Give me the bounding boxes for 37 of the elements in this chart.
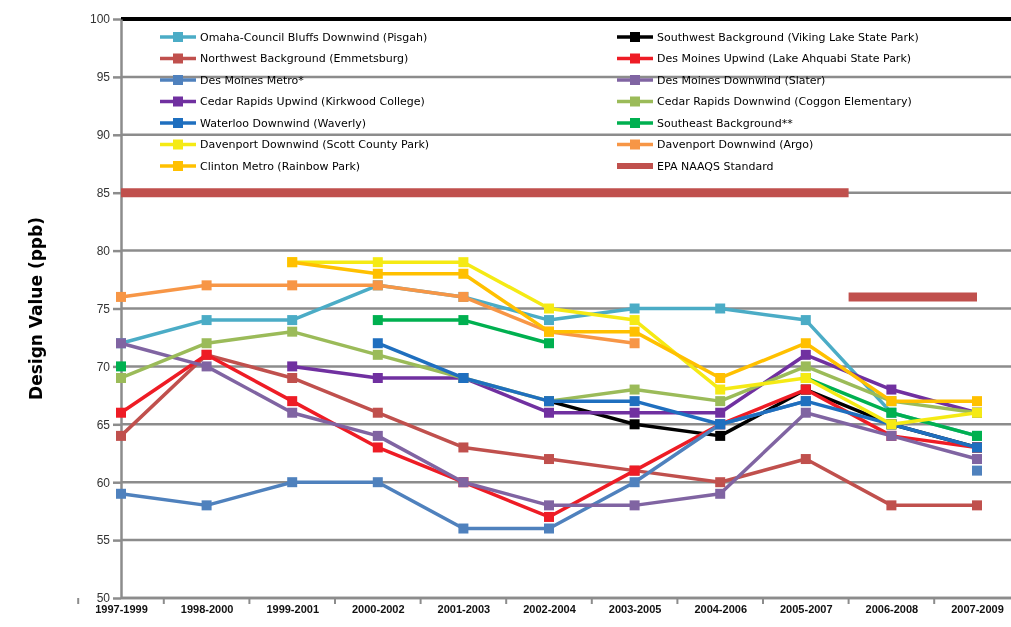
- x-tick-label: 1997-1999: [95, 603, 148, 616]
- x-tick-label: 2004-2006: [694, 603, 747, 616]
- y-tick-label: 100: [89, 12, 111, 27]
- legend-label: EPA NAAQS Standard: [657, 159, 774, 173]
- y-tick-label: 65: [96, 417, 111, 432]
- legend-label: Des Moines Upwind (Lake Ahquabi State Park): [657, 52, 912, 66]
- x-tick-label: 2002-2004: [523, 603, 577, 616]
- legend-label: Southeast Background**: [657, 116, 794, 130]
- x-tick-label: 2003-2005: [608, 603, 662, 616]
- legend-label: Des Moines Downwind (Slater): [657, 73, 826, 87]
- y-axis-title: Design Value (ppb): [26, 217, 46, 400]
- legend-label: Cedar Rapids Downwind (Coggon Elementary): [657, 95, 912, 109]
- y-tick-label: 75: [96, 301, 111, 316]
- x-tick-label: 2005-2007: [780, 603, 833, 616]
- legend-label: Cedar Rapids Upwind (Kirkwood College): [200, 95, 425, 109]
- legend-label: Waterloo Downwind (Waverly): [200, 116, 367, 130]
- y-tick-label: 55: [96, 533, 111, 548]
- legend-label: Davenport Downwind (Scott County Park): [200, 138, 430, 152]
- y-tick-label: 80: [96, 243, 111, 258]
- y-tick-label: 95: [96, 70, 111, 85]
- legend-label: Omaha-Council Bluffs Downwind (Pisgah): [200, 30, 428, 44]
- y-tick-label: 90: [96, 128, 111, 143]
- y-tick-label: 85: [96, 186, 111, 201]
- x-tick-label: 2000-2002: [352, 603, 405, 616]
- legend-label: Northwest Background (Emmetsburg): [200, 52, 409, 66]
- x-tick-label: 2006-2008: [865, 603, 919, 616]
- y-tick-label: 70: [96, 359, 111, 374]
- legend-label: Des Moines Metro*: [200, 73, 305, 87]
- y-tick-label: 60: [96, 475, 111, 490]
- legend-label: Southwest Background (Viking Lake State Park): [657, 30, 919, 44]
- x-tick-label: 2001-2003: [437, 603, 491, 616]
- x-tick-label: 1999-2001: [266, 603, 319, 616]
- x-tick-label: 1998-2000: [180, 603, 234, 616]
- legend-label: Davenport Downwind (Argo): [657, 138, 814, 152]
- legend-label: Clinton Metro (Rainbow Park): [200, 159, 361, 173]
- y-tick-label: 50: [96, 591, 111, 606]
- x-tick-label: 2007-2009: [951, 603, 1004, 616]
